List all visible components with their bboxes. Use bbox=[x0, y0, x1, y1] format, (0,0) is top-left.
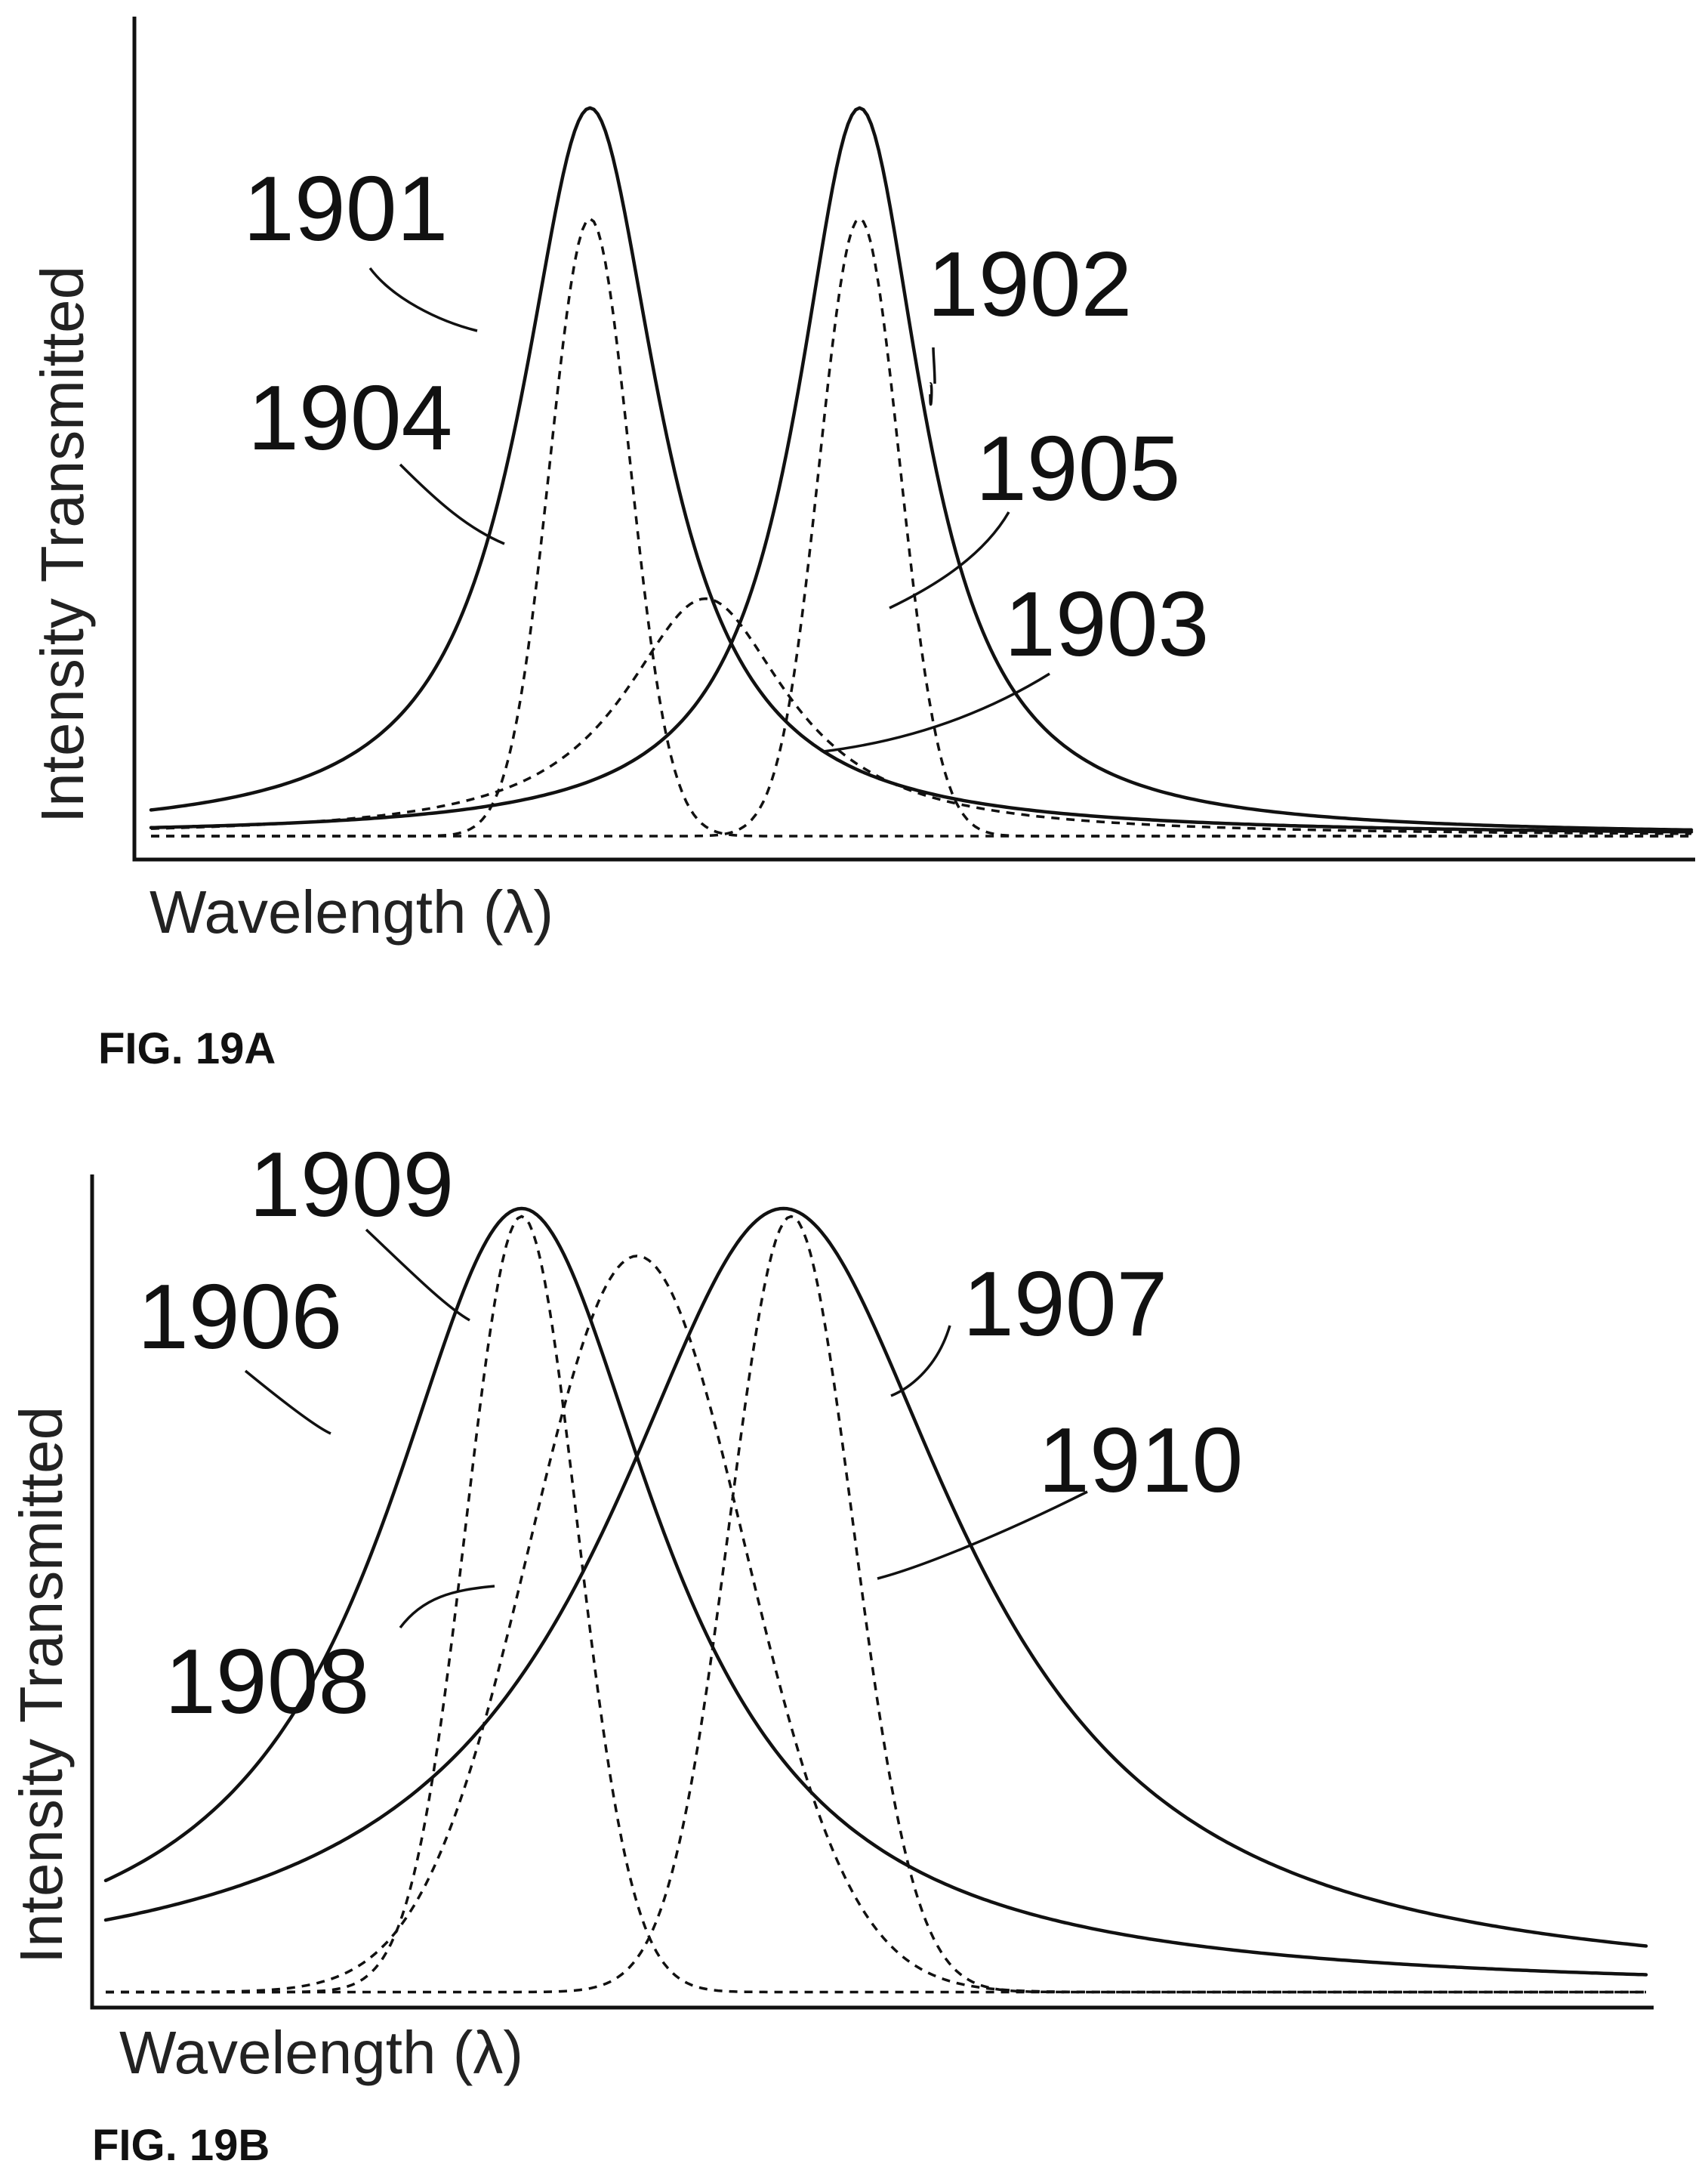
axes-19a bbox=[132, 17, 1695, 862]
curve-1908 bbox=[106, 1255, 1646, 1994]
ref-1906: 1906 bbox=[137, 1265, 342, 1368]
leader-1902-tick bbox=[929, 382, 933, 406]
figure-label-19b: FIG. 19B bbox=[92, 2121, 270, 2170]
x-axis-label-19b: Wavelength (λ) bbox=[119, 2019, 523, 2086]
curve-1907 bbox=[103, 1206, 1648, 1948]
y-axis-label-19a: Intensity Transmitted bbox=[29, 266, 96, 823]
leader-1902 bbox=[932, 347, 936, 384]
leader-1904 bbox=[399, 463, 505, 545]
curves-19b bbox=[103, 1206, 1648, 1994]
leader-1905 bbox=[889, 511, 1010, 610]
ref-1902: 1902 bbox=[927, 233, 1132, 335]
curve-1903 bbox=[150, 597, 1691, 835]
chart-19a: Intensity Transmitted Wavelength (λ) 190… bbox=[29, 17, 1695, 1073]
x-axis-label-19a: Wavelength (λ) bbox=[150, 878, 553, 946]
axes-19b bbox=[90, 1174, 1654, 2010]
ref-1910: 1910 bbox=[1038, 1409, 1243, 1511]
curve-1901 bbox=[149, 106, 1694, 834]
ref-1907: 1907 bbox=[963, 1252, 1167, 1355]
leader-1908 bbox=[399, 1585, 495, 1629]
figure-label-19a: FIG. 19A bbox=[98, 1024, 276, 1073]
ref-1908: 1908 bbox=[165, 1630, 369, 1733]
curve-1902 bbox=[149, 106, 1694, 832]
ref-1903: 1903 bbox=[1004, 573, 1209, 675]
leader-1907 bbox=[890, 1325, 951, 1397]
curve-1909 bbox=[106, 1215, 1646, 1994]
curve-1905 bbox=[151, 217, 1691, 838]
chart-19b: Intensity Transmitted Wavelength (λ) 190… bbox=[8, 1133, 1654, 2170]
leader-1909 bbox=[365, 1228, 470, 1322]
y-axis-label-19b: Intensity Transmitted bbox=[8, 1406, 75, 1964]
ref-1905: 1905 bbox=[976, 417, 1180, 520]
ref-1901: 1901 bbox=[243, 157, 448, 260]
curves-19a bbox=[149, 106, 1694, 838]
curve-1904 bbox=[151, 217, 1691, 838]
ref-1904: 1904 bbox=[248, 366, 452, 469]
leader-1901 bbox=[368, 267, 478, 332]
ref-1909: 1909 bbox=[249, 1133, 454, 1236]
curve-1906 bbox=[103, 1206, 1648, 1977]
leader-1903 bbox=[822, 672, 1050, 753]
curve-1910 bbox=[106, 1215, 1646, 1994]
leader-1910 bbox=[877, 1490, 1088, 1580]
leader-1906 bbox=[244, 1369, 331, 1435]
